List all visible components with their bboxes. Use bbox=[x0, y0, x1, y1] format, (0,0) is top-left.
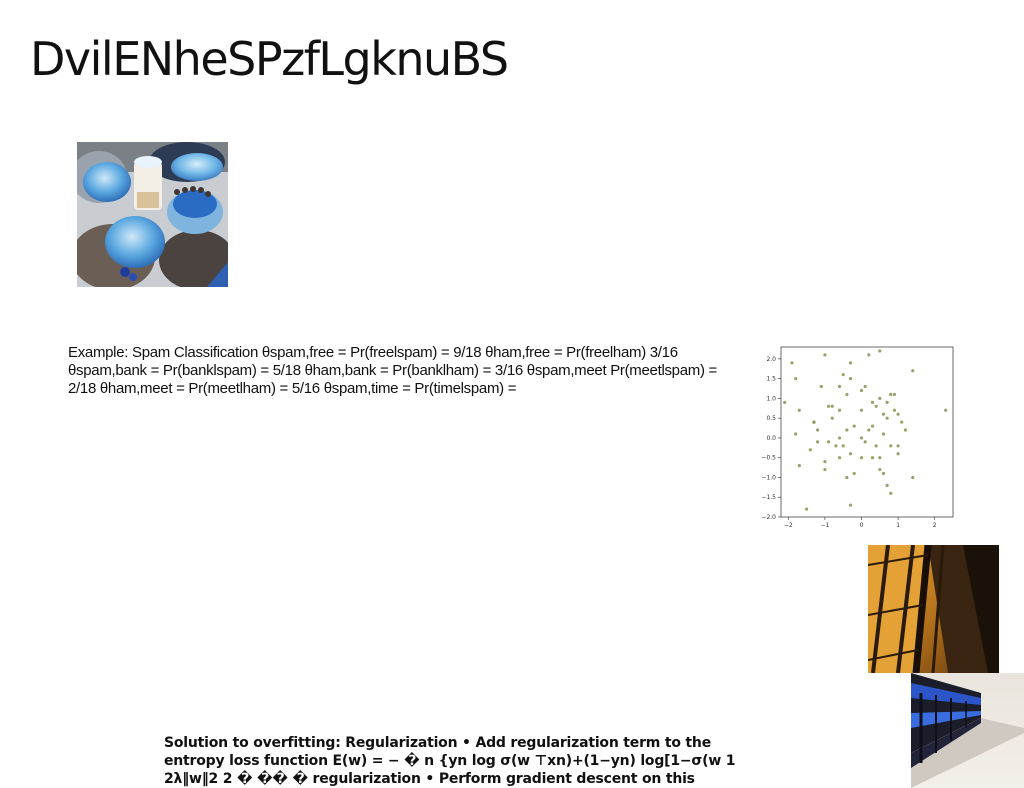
example-paragraph: Example: Spam Classification θspam,free … bbox=[68, 344, 717, 397]
scatter-point bbox=[797, 464, 801, 468]
scatter-point bbox=[863, 384, 867, 389]
scatter-point bbox=[830, 404, 834, 408]
scatter-point bbox=[845, 428, 849, 432]
scatter-point bbox=[878, 467, 882, 472]
y-tick-label: 0.0 bbox=[766, 435, 776, 442]
scatter-point bbox=[881, 432, 886, 436]
scatter-point bbox=[859, 436, 864, 440]
solution-paragraph: Solution to overfitting: Regularization … bbox=[164, 735, 736, 787]
scatter-point bbox=[790, 361, 794, 365]
y-tick-label: 0.5 bbox=[766, 415, 776, 422]
x-tick-label: −2 bbox=[784, 522, 793, 529]
y-tick-label: −2.0 bbox=[761, 514, 776, 521]
scatter-point bbox=[859, 408, 864, 412]
dessert-photo bbox=[77, 142, 228, 287]
scatter-point bbox=[944, 408, 948, 412]
scatter-point bbox=[863, 440, 867, 444]
train-photo bbox=[868, 545, 999, 673]
scatter-point bbox=[859, 388, 864, 393]
scatter-point bbox=[900, 420, 904, 424]
scatter-point bbox=[867, 353, 871, 357]
scatter-point bbox=[859, 456, 864, 460]
x-tick-label: 0 bbox=[860, 522, 864, 529]
scatter-point bbox=[837, 436, 842, 440]
scatter-point bbox=[848, 452, 853, 456]
scatter-point bbox=[805, 507, 809, 511]
scatter-point bbox=[878, 456, 882, 460]
scatter-point bbox=[823, 467, 827, 472]
scatter-point bbox=[819, 384, 823, 389]
scatter-point bbox=[896, 452, 900, 456]
y-tick-label: 1.0 bbox=[766, 395, 776, 402]
scatter-point bbox=[896, 412, 900, 416]
scatter-point bbox=[815, 440, 820, 444]
scatter-point bbox=[845, 475, 849, 480]
scatter-point bbox=[889, 392, 893, 397]
scatter-point bbox=[794, 432, 798, 436]
scatter-point bbox=[837, 384, 842, 389]
scatter-point bbox=[852, 471, 856, 476]
scatter-plot: 2.0 1.5 1.0 0.5 0.0 −0.5 −1.0 −1.5 −2.0 −2 −1 0 1 2 bbox=[756, 340, 962, 530]
y-tick-label: 2.0 bbox=[766, 356, 776, 363]
scatter-point bbox=[892, 392, 897, 397]
scatter-point bbox=[885, 416, 889, 420]
scatter-point bbox=[903, 428, 908, 432]
y-tick-label: −0.5 bbox=[761, 455, 776, 462]
scatter-point bbox=[867, 428, 871, 432]
scatter-point bbox=[848, 503, 853, 507]
scatter-point bbox=[826, 440, 831, 444]
scatter-point bbox=[889, 491, 893, 495]
y-tick-label: −1.5 bbox=[761, 494, 776, 501]
slide-title: DvilENheSPzfLgknuBS bbox=[30, 32, 509, 86]
scatter-point bbox=[889, 444, 893, 448]
scatter-point bbox=[830, 416, 834, 420]
scatter-point bbox=[797, 408, 801, 412]
scatter-point bbox=[841, 373, 845, 377]
x-tick-label: −1 bbox=[820, 522, 829, 529]
scatter-point bbox=[852, 424, 856, 428]
scatter-point bbox=[823, 460, 827, 464]
scatter-point bbox=[892, 408, 897, 412]
scatter-point bbox=[911, 369, 915, 373]
scatter-point bbox=[870, 424, 875, 428]
scatter-point bbox=[834, 444, 838, 448]
scatter-point bbox=[837, 456, 842, 460]
scatter-point bbox=[896, 444, 900, 448]
plot-frame bbox=[780, 346, 954, 518]
pier-photo bbox=[911, 673, 1024, 788]
x-tick-label: 1 bbox=[896, 522, 900, 529]
scatter-point bbox=[874, 444, 878, 448]
scatter-point bbox=[878, 396, 882, 400]
scatter-point bbox=[841, 444, 845, 448]
scatter-point bbox=[885, 400, 889, 404]
scatter-point bbox=[826, 404, 831, 408]
scatter-point bbox=[783, 400, 787, 404]
scatter-point bbox=[848, 377, 853, 381]
scatter-point bbox=[881, 412, 886, 416]
scatter-point bbox=[808, 448, 812, 452]
scatter-point bbox=[911, 475, 915, 480]
scatter-point bbox=[874, 404, 878, 408]
scatter-point bbox=[812, 420, 816, 424]
scatter-point bbox=[845, 392, 849, 397]
scatter-point bbox=[837, 408, 842, 412]
scatter-point bbox=[794, 377, 798, 381]
scatter-point bbox=[815, 428, 820, 432]
x-tick-label: 2 bbox=[933, 522, 937, 529]
scatter-point bbox=[870, 456, 875, 460]
scatter-point bbox=[848, 361, 853, 365]
y-tick-label: −1.0 bbox=[761, 474, 776, 481]
scatter-point bbox=[870, 400, 875, 404]
scatter-point bbox=[885, 483, 889, 487]
scatter-point bbox=[878, 349, 882, 353]
scatter-point bbox=[823, 353, 827, 357]
scatter-point bbox=[881, 471, 886, 476]
y-tick-label: 1.5 bbox=[766, 376, 776, 383]
